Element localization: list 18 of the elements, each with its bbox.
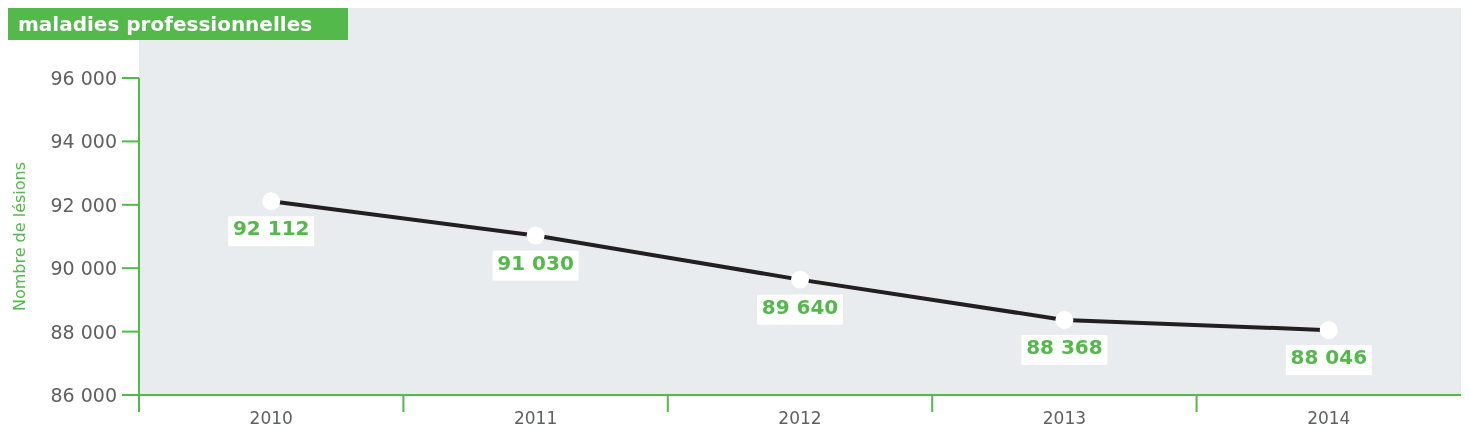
y-tick-label: 90 000 <box>50 257 117 280</box>
y-tick-label: 88 000 <box>50 320 117 343</box>
y-tick-label: 96 000 <box>50 67 117 89</box>
data-label: 89 640 <box>761 294 839 319</box>
chart-title: maladies professionnelles <box>18 12 313 36</box>
x-tick-label: 2010 <box>249 408 293 428</box>
x-tick-label: 2012 <box>778 408 822 428</box>
x-tick-label: 2014 <box>1307 408 1351 428</box>
data-label: 91 030 <box>497 250 574 275</box>
x-tick-label: 2011 <box>513 408 558 428</box>
data-label: 92 112 <box>232 216 310 241</box>
y-axis-title: Nombre de lésions <box>10 161 29 312</box>
y-tick-label: 86 000 <box>50 384 117 406</box>
data-label: 88 368 <box>1026 334 1103 359</box>
data-label: 88 046 <box>1290 345 1368 370</box>
y-tick-label: 94 000 <box>50 130 117 153</box>
y-tick-label: 92 000 <box>50 193 117 216</box>
x-tick-label: 2013 <box>1042 408 1087 428</box>
